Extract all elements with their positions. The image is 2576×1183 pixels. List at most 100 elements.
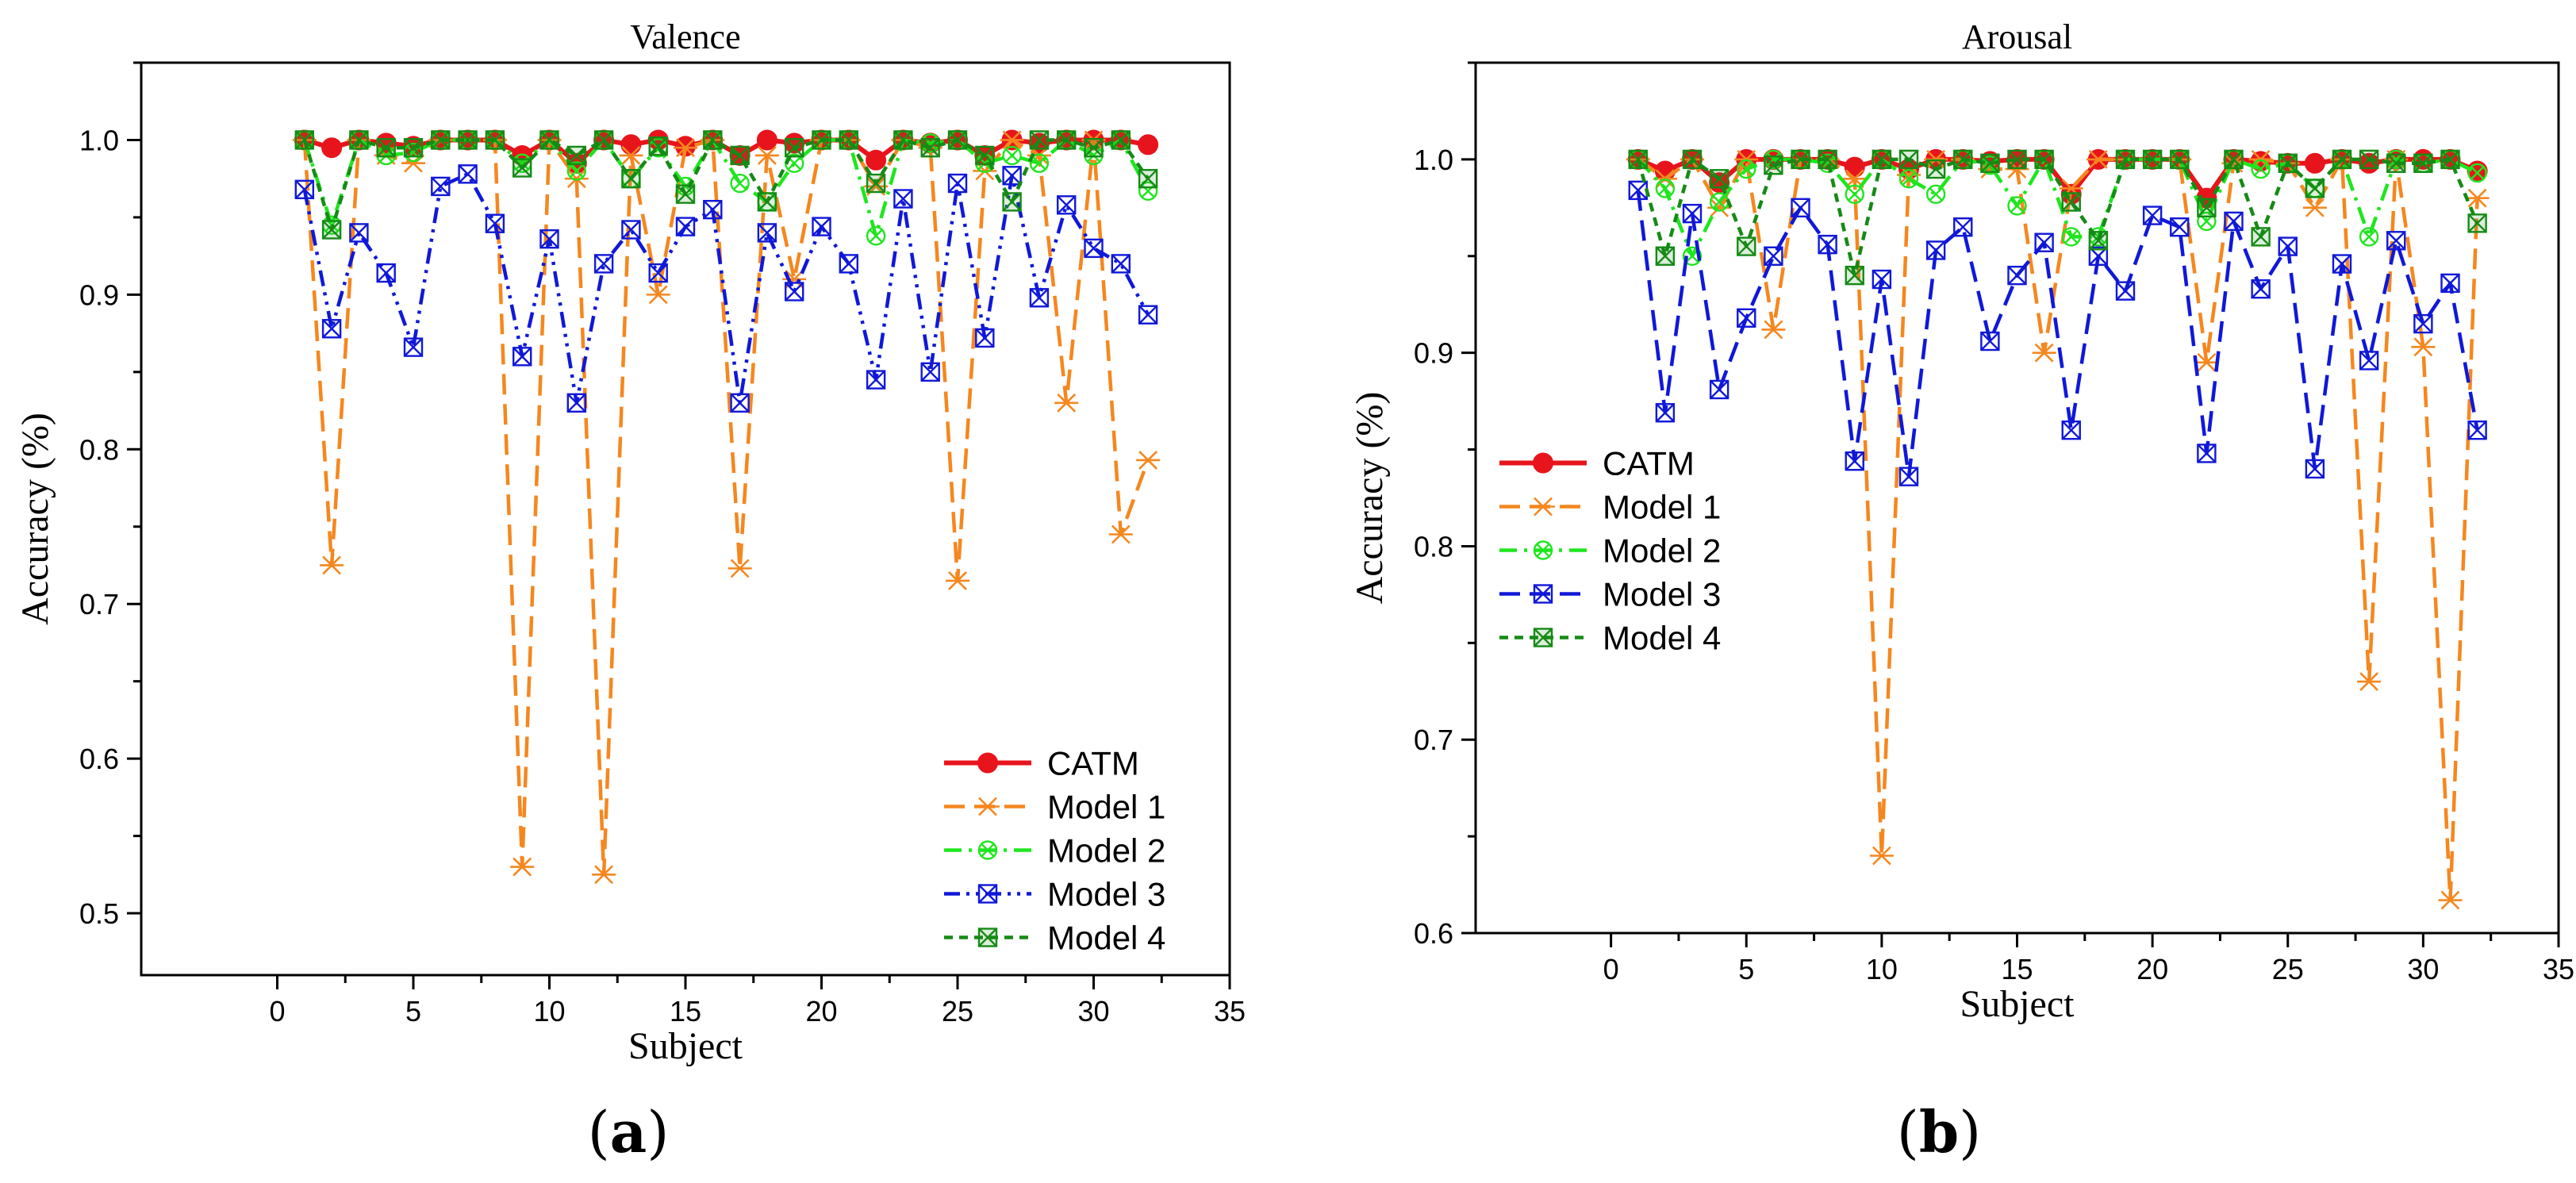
valence-series-4-point-1 (294, 130, 314, 150)
arousal-series-2-point-12-ring (1925, 184, 1946, 204)
arousal-series-3-point-6-box (1764, 246, 1783, 266)
subplot-label-a-close: ) (647, 1099, 669, 1166)
valence-series-0-point-2 (321, 137, 343, 159)
valence-series-4-point-1-b (294, 130, 314, 150)
arousal-series-3-point-15-box (2007, 265, 2027, 286)
valence-series-4-point-30-b (1084, 138, 1104, 158)
arousal-series-4-point-27-b (2332, 150, 2351, 169)
valence-series-3-point-22-b (866, 370, 885, 390)
valence-series-3-point-30-b (1084, 239, 1104, 258)
arousal-series-3-point-28-box (2359, 351, 2379, 371)
valence-series-4-point-9 (513, 158, 532, 178)
arousal-series-3-point-12-box (1925, 240, 1946, 260)
arousal-series-4-point-3-b (1683, 150, 1702, 169)
arousal-plot: Arousal 0 5 10 15 20 25 30 35 0.6 0.7 0.8 0.9 1.0 Subj… (1349, 17, 2574, 1025)
arousal-series-3-point-11-box (1898, 467, 1919, 486)
arousal-series-4-point-13-b (1953, 150, 1973, 169)
valence-series-3-point-28-b (1030, 288, 1049, 308)
valence-series-3-point-9-box (513, 347, 532, 367)
valence-series-1-point-17 (727, 559, 752, 578)
arousal-x-tick-label-0: 0 (1603, 953, 1619, 985)
arousal-series-4-point-30-b (2413, 153, 2433, 173)
valence-series-3-point-14-box (648, 263, 668, 283)
arousal-series-3-point-13-box (1953, 217, 1973, 237)
valence-series-2-point-11 (566, 161, 586, 181)
arousal-series-3-point-8-b (1818, 235, 1837, 254)
valence-series-3-point-29-box (1056, 195, 1077, 215)
valence-series-3-point-26-b (975, 328, 995, 348)
arousal-legend-marker-0 (1533, 452, 1553, 474)
valence-legend-marker-0 (977, 752, 998, 774)
arousal-series-0-point-26 (2304, 152, 2325, 174)
arousal-series-4-point-12 (1925, 159, 1946, 179)
arousal-y-tick-label-1: 0.7 (1414, 724, 1453, 756)
arousal-series-2-point-32-b (2470, 166, 2485, 180)
valence-series-4-point-28-b (1030, 130, 1049, 150)
valence-series-4-point-30 (1084, 138, 1104, 158)
valence-series-2-point-22-ring (866, 226, 886, 246)
valence-series-0 (294, 129, 1159, 174)
arousal-title: Arousal (1962, 17, 2072, 56)
arousal-y-tick-label-2: 0.8 (1414, 530, 1453, 563)
valence-series-1-point-32 (1136, 451, 1161, 470)
valence-series-3-point-8 (485, 213, 505, 233)
arousal-series-4-point-29-b (2386, 153, 2406, 173)
subplot-label-b-close: ) (1959, 1099, 1981, 1166)
subplot-label-b-letter: b (1919, 1098, 1959, 1166)
arousal-series-4-point-13 (1953, 149, 1973, 170)
arousal-series-1-point-10 (1869, 846, 1894, 866)
arousal-legend-marker-2-ring (1533, 540, 1553, 560)
arousal-series-3-point-5-box (1737, 308, 1756, 328)
valence-series-4-point-12-b (594, 130, 613, 150)
arousal-series-3-point-17-box (2061, 420, 2081, 440)
arousal-series-3-point-11-b (1899, 467, 1918, 486)
arousal-series-2-point-17 (2061, 227, 2081, 247)
valence-series-4-point-27-b (1002, 192, 1022, 212)
valence-series-3-point-16-box (703, 199, 723, 220)
arousal-legend-item-4: Model 4 (1499, 620, 1721, 657)
valence-series-3-point-3 (349, 223, 369, 243)
arousal-series-2-point-3-ring (1682, 246, 1703, 266)
arousal-series-3-point-14-b (1980, 332, 2000, 351)
valence-legend-item-0: CATM (944, 745, 1139, 782)
arousal-series-3-point-24 (2251, 279, 2271, 299)
arousal-series-3-point-23-b (2224, 212, 2244, 231)
arousal-series-3-point-5-b (1737, 308, 1756, 328)
arousal-series-3-point-19-box (2115, 281, 2136, 301)
arousal-series-1-point-26 (2302, 198, 2327, 217)
arousal-series-4-point-5 (1737, 236, 1756, 256)
valence-series-1-point-12 (592, 865, 616, 885)
arousal-series-4-point-23 (2224, 149, 2244, 170)
arousal-series-4-point-7 (1791, 149, 1810, 170)
valence-series-4-point-15 (675, 184, 696, 204)
valence-series-3-point-29 (1056, 195, 1077, 215)
arousal-series-2-point-11-ring (1898, 169, 1919, 189)
arousal-series-4-point-32-b (2467, 213, 2487, 233)
arousal-series-3-point-25-box (2278, 236, 2298, 256)
arousal-series-4-point-14 (1980, 153, 2000, 173)
valence-y-axis-label: Accuracy (%) (14, 413, 56, 625)
valence-series-3-point-12-b (594, 254, 613, 274)
arousal-series-4-point-6 (1764, 156, 1783, 175)
valence-series-4-point-16-b (703, 130, 723, 150)
arousal-series-3-point-15 (2007, 265, 2027, 286)
valence-series-3-point-1-b (294, 179, 314, 199)
valence-series-2-point-22-b (869, 229, 883, 243)
valence-series-3-point-11-b (566, 393, 586, 413)
valence-series-3-point-5-b (404, 337, 423, 357)
arousal-series-3-point-19-b (2116, 281, 2135, 301)
arousal-series-2-point-24 (2251, 159, 2271, 179)
valence-series-3-point-23 (893, 189, 913, 209)
chart-arousal: Arousal 0 5 10 15 20 25 30 35 0.6 0.7 0.8 0.9 1.0 Subj… (1349, 17, 2574, 1166)
valence-series-3-point-20-b (812, 217, 831, 236)
arousal-series-3-point-11 (1898, 467, 1919, 486)
valence-series-0-point-32 (1138, 134, 1159, 156)
arousal-series-4-point-14-b (1980, 153, 2000, 173)
arousal-series-3-point-21-b (2170, 217, 2190, 237)
arousal-series-3-point-19 (2115, 281, 2136, 301)
valence-series-3-point-2 (321, 319, 342, 339)
arousal-series-4-point-4 (1709, 169, 1729, 189)
valence-series-2-point-11-b (570, 163, 584, 178)
valence-legend-label-3: Model 3 (1047, 876, 1165, 913)
arousal-series-4-point-25 (2278, 153, 2298, 173)
